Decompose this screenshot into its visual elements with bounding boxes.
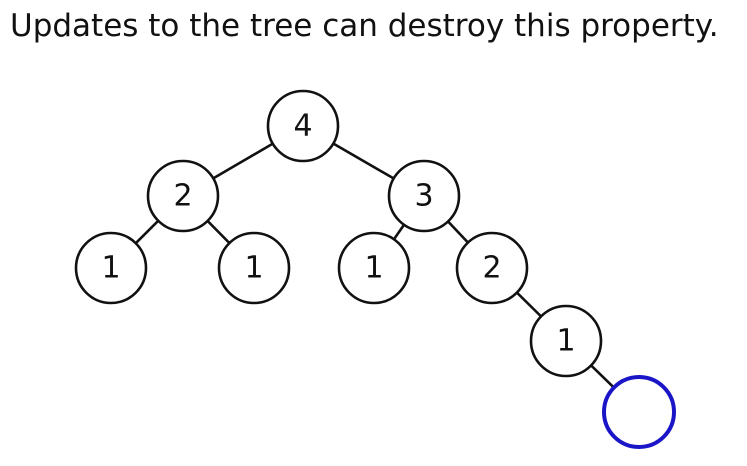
- tree-node-label: 1: [101, 251, 120, 286]
- tree-node-n3-right: 2: [455, 231, 529, 305]
- tree-node-label: 1: [556, 324, 575, 359]
- tree-node-n2-right: 1: [217, 231, 291, 305]
- tree-node-circle: [602, 375, 676, 449]
- tree-node-circle: [337, 231, 411, 305]
- tree-node-circle: [217, 231, 291, 305]
- tree-node-circle: [266, 89, 340, 163]
- tree-node-circle: [146, 159, 220, 233]
- tree-node-n2-left: 1: [74, 231, 148, 305]
- tree-node-label: 4: [293, 109, 312, 144]
- tree-node-label: 2: [482, 251, 501, 286]
- tree-node-n3-left: 1: [337, 231, 411, 305]
- tree-node-label: 1: [364, 251, 383, 286]
- tree-node-circle: [455, 231, 529, 305]
- tree-node-label: 2: [173, 179, 192, 214]
- tree-node-new-node: [602, 375, 676, 449]
- tree-node-circle: [529, 304, 603, 378]
- tree-node-label: 3: [414, 179, 433, 214]
- slide-title: Updates to the tree can destroy this pro…: [10, 8, 719, 44]
- tree-nodes: 4 2 3 1 1 1 2 1: [74, 89, 676, 449]
- tree-node-n3: 3: [387, 159, 461, 233]
- tree-node-circle: [387, 159, 461, 233]
- tree-node-label: 1: [244, 251, 263, 286]
- tree-node-n2: 2: [146, 159, 220, 233]
- tree-node-circle: [74, 231, 148, 305]
- tree-node-root: 4: [266, 89, 340, 163]
- tree-node-n3-right-right: 1: [529, 304, 603, 378]
